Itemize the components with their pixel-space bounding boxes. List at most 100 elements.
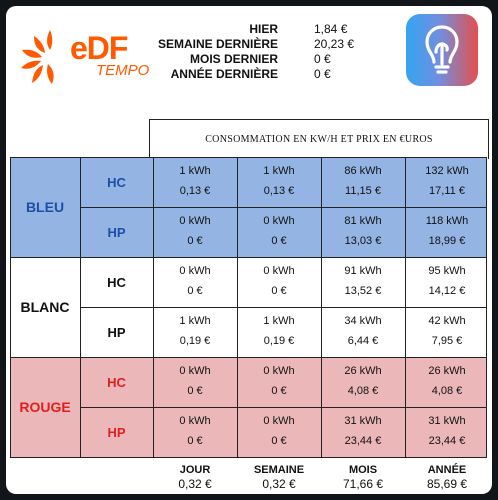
table-cell: 95 kWh 14,12 € — [405, 257, 489, 307]
cell-price: 17,11 € — [429, 185, 465, 197]
total-label: JOUR — [179, 464, 211, 476]
cell-kwh: 81 kWh — [344, 215, 382, 227]
total-label: SEMAINE — [253, 464, 305, 476]
cell-price: 0 € — [187, 385, 203, 397]
cell-price: 0,13 € — [263, 185, 295, 197]
cell-price: 18,99 € — [428, 235, 466, 247]
summary-value: 20,23 € — [314, 37, 355, 51]
total-value: 0,32 € — [262, 477, 296, 491]
cell-kwh: 0 kWh — [179, 265, 211, 277]
app-icon[interactable] — [406, 14, 478, 86]
table-cell: 31 kWh 23,44 € — [321, 407, 405, 457]
table-cell: 34 kWh 6,44 € — [321, 307, 405, 357]
table-cell: 0 kWh 0 € — [153, 357, 237, 407]
tempo-brand-text: TEMPO — [96, 62, 150, 79]
cell-price: 6,44 € — [347, 335, 379, 347]
cell-kwh: 31 kWh — [344, 415, 382, 427]
table-cell: 1 kWh 0,13 € — [153, 157, 237, 207]
cell-kwh: 0 kWh — [263, 415, 295, 427]
table-cell: 0 kWh 0 € — [153, 207, 237, 257]
cell-kwh: 118 kWh — [425, 215, 469, 227]
cell-price: 0 € — [187, 435, 203, 447]
table-cell: 118 kWh 18,99 € — [405, 207, 489, 257]
cell-price: 0 € — [271, 285, 287, 297]
summary-label: MOIS DERNIER — [189, 52, 278, 66]
summary-label: ANNÉE DERNIÈRE — [170, 67, 278, 81]
table-title: CONSOMMATION EN KW/H ET PRIX EN €UROS — [149, 119, 489, 159]
cell-price: 0 € — [271, 235, 287, 247]
table-cell: 1 kWh 0,19 € — [153, 307, 237, 357]
table-cell: 1 kWh 0,19 € — [237, 307, 321, 357]
summary-value: 0 € — [314, 52, 331, 66]
total-value: 71,66 € — [342, 477, 384, 491]
total-semaine: SEMAINE 0,32 € — [237, 464, 321, 491]
edf-rays-icon — [21, 30, 54, 84]
lightbulb-icon — [425, 25, 459, 74]
grid-line — [10, 257, 487, 258]
grid-line — [80, 407, 487, 408]
cell-kwh: 86 kWh — [344, 165, 382, 177]
cell-price: 11,15 € — [345, 185, 381, 197]
cell-kwh: 0 kWh — [263, 265, 295, 277]
summary-row-hier: HIER 1,84 € — [156, 22, 416, 37]
grid-line — [10, 357, 487, 358]
tariff-label-blanc-hp: HP — [107, 324, 126, 340]
cell-price: 4,08 € — [347, 385, 379, 397]
group-label-rouge: ROUGE — [19, 399, 71, 415]
table-cell: 0 kWh 0 € — [237, 207, 321, 257]
total-label: ANNÉE — [427, 464, 467, 476]
cell-price: 23,44 € — [344, 435, 382, 447]
tariff-label-blanc-hc: HC — [107, 274, 126, 290]
grid-line — [80, 207, 487, 208]
cell-kwh: 0 kWh — [263, 365, 295, 377]
cell-kwh: 95 kWh — [428, 265, 466, 277]
tariff-label-rouge-hp: HP — [107, 424, 126, 440]
cell-kwh: 26 kWh — [428, 365, 466, 377]
cell-kwh: 132 kWh — [425, 165, 469, 177]
table-cell: 0 kWh 0 € — [237, 407, 321, 457]
cell-price: 0 € — [271, 435, 287, 447]
tariff-label-bleu-hp: HP — [107, 224, 126, 240]
table-cell: 0 kWh 0 € — [237, 257, 321, 307]
cell-price: 13,52 € — [344, 285, 382, 297]
table-cell: 26 kWh 4,08 € — [405, 357, 489, 407]
summary-row-mois: MOIS DERNIER 0 € — [156, 52, 416, 67]
total-mois: MOIS 71,66 € — [321, 464, 405, 491]
cell-kwh: 26 kWh — [344, 365, 382, 377]
cell-kwh: 1 kWh — [263, 315, 295, 327]
edf-tempo-card: eDF TEMPO HIER 1,84 € SEMAINE DERNIÈRE 2… — [6, 6, 492, 494]
cell-price: 0,13 € — [179, 185, 211, 197]
table-cell: 0 kWh 0 € — [153, 407, 237, 457]
cell-price: 13,03 € — [344, 235, 382, 247]
cell-kwh: 0 kWh — [263, 215, 295, 227]
table-cell: 26 kWh 4,08 € — [321, 357, 405, 407]
cell-price: 23,44 € — [428, 435, 466, 447]
summary-label: SEMAINE DERNIÈRE — [157, 37, 278, 51]
cell-price: 0 € — [187, 235, 203, 247]
cell-price: 4,08 € — [431, 385, 463, 397]
grid-line — [10, 157, 487, 158]
table-cell: 31 kWh 23,44 € — [405, 407, 489, 457]
cell-kwh: 31 kWh — [428, 415, 466, 427]
table-cell: 0 kWh 0 € — [153, 257, 237, 307]
group-label-blanc: BLANC — [20, 299, 70, 315]
cell-kwh: 1 kWh — [179, 165, 211, 177]
edf-brand-text: eDF — [70, 30, 128, 66]
summary-value: 0 € — [314, 67, 331, 81]
cost-summary: HIER 1,84 € SEMAINE DERNIÈRE 20,23 € MOI… — [156, 22, 416, 82]
cell-kwh: 42 kWh — [428, 315, 466, 327]
cell-kwh: 91 kWh — [344, 265, 382, 277]
cell-kwh: 1 kWh — [263, 165, 295, 177]
summary-label: HIER — [249, 22, 278, 36]
total-value: 85,69 € — [426, 477, 468, 491]
table-cell: 132 kWh 17,11 € — [405, 157, 489, 207]
total-label: MOIS — [348, 464, 378, 476]
summary-row-semaine: SEMAINE DERNIÈRE 20,23 € — [156, 37, 416, 52]
cell-price: 0,19 € — [179, 335, 211, 347]
summary-row-annee: ANNÉE DERNIÈRE 0 € — [156, 67, 416, 82]
cell-price: 0 € — [187, 285, 203, 297]
total-jour: JOUR 0,32 € — [153, 464, 237, 491]
cell-price: 7,95 € — [431, 335, 463, 347]
cell-kwh: 0 kWh — [179, 365, 211, 377]
consumption-table: BLEU BLANC ROUGE HC HP HC HP HC HP 1 kWh… — [10, 157, 487, 458]
